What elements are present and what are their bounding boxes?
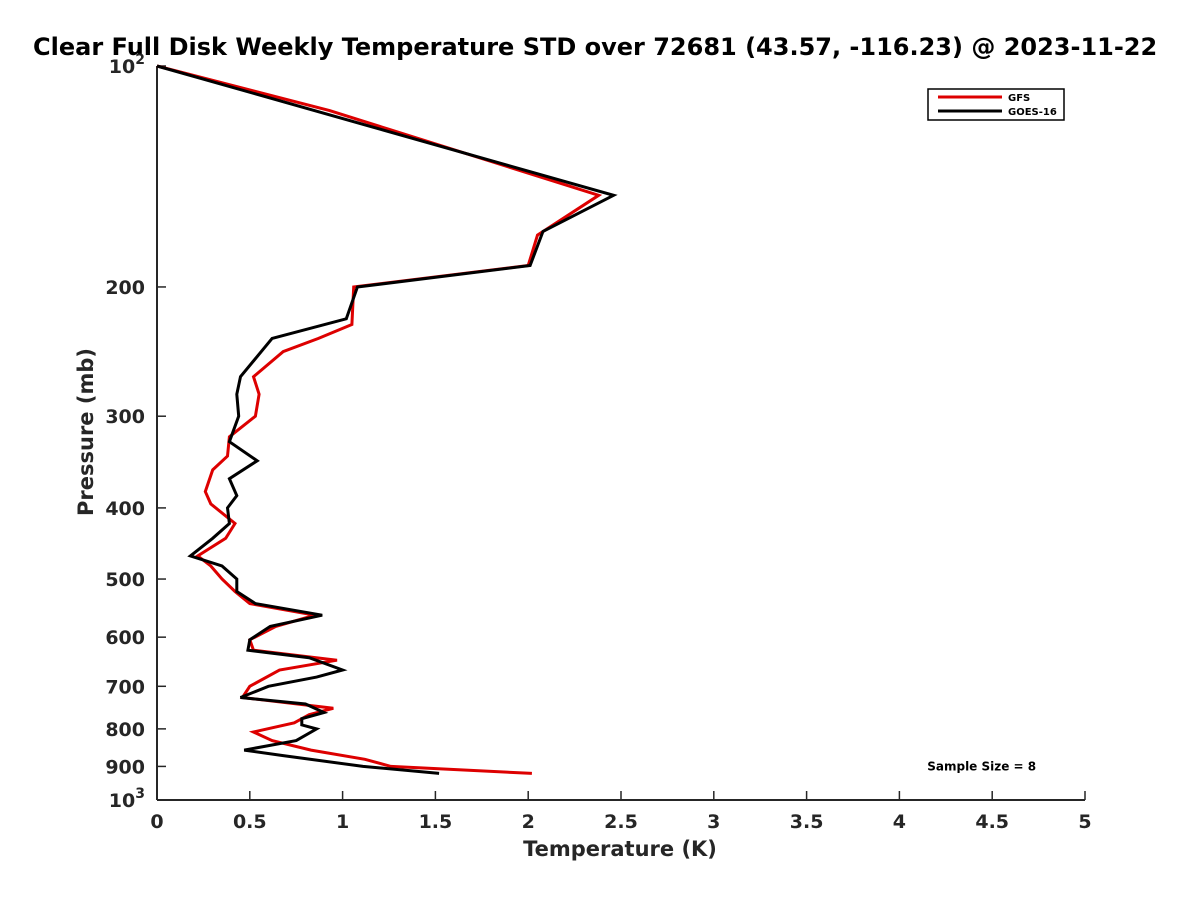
x-tick-label: 4 xyxy=(893,811,906,833)
series-layer xyxy=(156,64,618,775)
x-tick-label: 3.5 xyxy=(790,811,824,833)
y-tick-label: 400 xyxy=(105,498,145,520)
x-tick-label: 0.5 xyxy=(233,811,267,833)
x-tick-label: 3 xyxy=(707,811,720,833)
series-line-goes-16 xyxy=(156,64,618,775)
y-tick-label: 900 xyxy=(105,756,145,778)
x-axis: 0 0.5 1 1.5 2 2.5 3 3.5 4 4.5 5 xyxy=(150,791,1092,833)
x-tick-label: 0 xyxy=(150,811,163,833)
x-tick-label: 2.5 xyxy=(604,811,638,833)
legend-label-gfs: GFS xyxy=(1008,93,1030,104)
x-tick-label: 5 xyxy=(1078,811,1091,833)
y-tick-label: 800 xyxy=(105,719,145,741)
chart-title: Clear Full Disk Weekly Temperature STD o… xyxy=(33,33,1157,61)
y-tick-label: 200 xyxy=(105,277,145,299)
y-tick-label: 500 xyxy=(105,569,145,591)
legend: GFS GOES-16 xyxy=(927,88,1065,121)
y-tick-label: 700 xyxy=(105,676,145,698)
y-axis-label: Pressure (mb) xyxy=(74,348,98,516)
y-tick-label: 103 xyxy=(109,786,145,812)
x-tick-label: 4.5 xyxy=(975,811,1009,833)
legend-box xyxy=(927,88,1065,121)
annotation-text: Sample Size = 8 xyxy=(927,759,1036,773)
legend-label-goes-16: GOES-16 xyxy=(1008,107,1057,118)
x-tick-label: 2 xyxy=(522,811,535,833)
y-tick-label: 600 xyxy=(105,627,145,649)
x-tick-label: 1.5 xyxy=(419,811,453,833)
y-tick-label: 300 xyxy=(105,406,145,428)
y-axis: 102 200 300 400 500 600 700 800 900 103 xyxy=(105,52,166,812)
annotations: Sample Size = 8 xyxy=(927,759,1036,773)
x-axis-label: Temperature (K) xyxy=(523,837,717,861)
x-tick-label: 1 xyxy=(336,811,349,833)
y-tick-label: 102 xyxy=(109,52,145,78)
